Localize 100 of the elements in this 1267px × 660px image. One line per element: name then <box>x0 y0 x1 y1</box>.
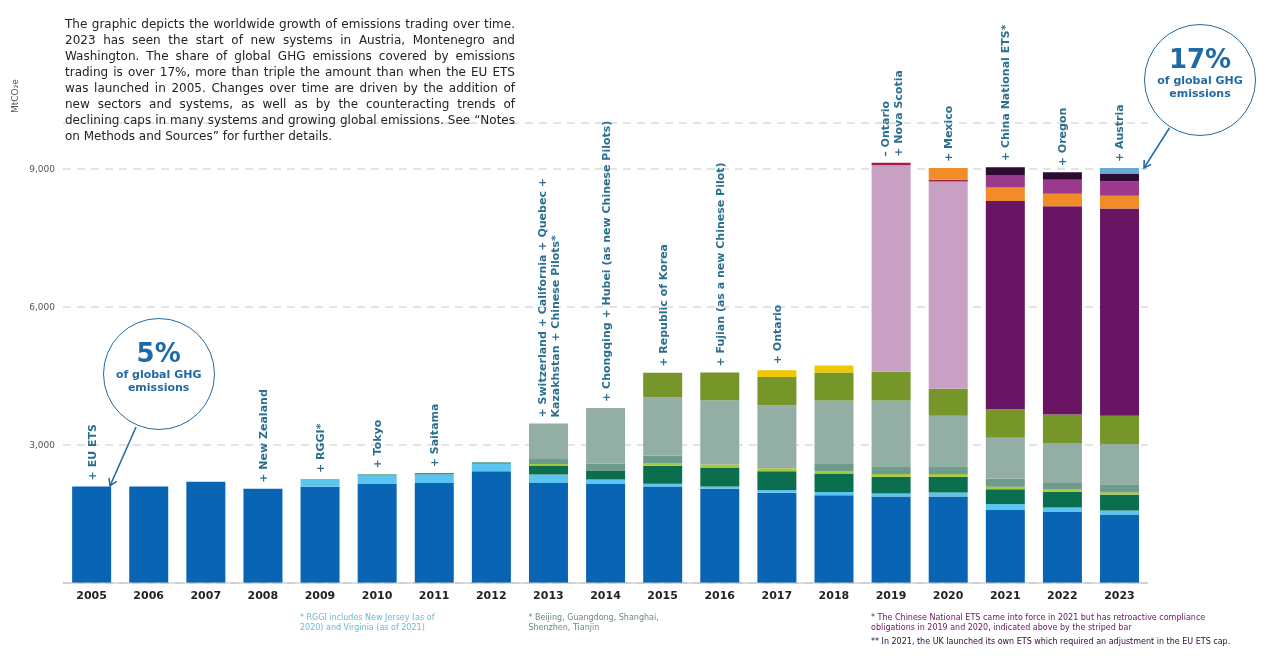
annotation: + China National ETS* <box>999 24 1013 162</box>
bar <box>1042 511 1082 583</box>
x-tick-label: 2017 <box>761 588 793 602</box>
text: ** In 2021, the UK launched its own ETS which required an adjustment in the EU ETS cap. <box>871 637 1232 647</box>
x-tick-label: 2010 <box>361 588 393 602</box>
bar <box>300 486 340 583</box>
bar <box>643 465 683 484</box>
bar <box>757 468 797 472</box>
x-tick-label: 2009 <box>304 588 336 602</box>
bar <box>1042 179 1082 194</box>
bar <box>757 376 797 406</box>
bar <box>700 464 740 468</box>
annotation: + Saitama <box>428 403 442 468</box>
bar <box>871 473 911 477</box>
bar <box>928 473 968 477</box>
bar <box>814 372 854 401</box>
bar <box>985 510 1025 583</box>
bar <box>1042 414 1082 443</box>
bar <box>1100 195 1140 209</box>
bar <box>757 405 797 469</box>
x-tick-label: 2023 <box>1104 588 1135 602</box>
bar <box>928 388 968 416</box>
annotation: The graphic depicts the worldwide growth of emissions trading over time. 2023 has seen the start of new systems in Austria, Montenegro and Washington. The share of global GHG emissions covered by emissions trading is over 17%, more than triple the amount than when the EU ETS was launched in 2005. Changes over time are driven by the addition of new sectors and systems, as well as by the counteracting trends of declining caps in many systems and growing global emissions. See “Notes on Methods and Sources” for further details. <box>65 16 515 144</box>
bar <box>643 455 683 464</box>
bar <box>928 168 968 180</box>
annotation: + Tokyo <box>371 419 385 469</box>
bar <box>871 400 911 467</box>
annotation: 17% of global GHG emissions <box>1156 44 1244 100</box>
bar <box>928 496 968 583</box>
bar <box>1100 181 1140 196</box>
bar <box>928 181 968 389</box>
bar <box>528 482 568 583</box>
bar <box>814 491 854 496</box>
bar <box>414 482 454 583</box>
bar <box>357 484 397 583</box>
x-tick-label: 2019 <box>875 588 907 602</box>
bar <box>700 488 740 583</box>
text: * The Chinese National ETS came into force in 2021 but has retroactive compliance obligations in 2019 and 2020, indicated above by the striped bar <box>871 613 1207 633</box>
y-axis-title: MtCO₂e <box>10 78 21 113</box>
annotation: + Nova Scotia <box>891 70 905 157</box>
annotation: + Republic of Korea <box>656 243 670 367</box>
bar <box>871 496 911 583</box>
bar <box>528 465 568 475</box>
bar <box>928 466 968 474</box>
annotation: + New Zealand <box>256 389 270 483</box>
bar <box>586 463 626 471</box>
bar <box>471 463 511 472</box>
bar <box>757 370 797 377</box>
x-tick-label: 2014 <box>590 588 622 602</box>
bar <box>814 495 854 583</box>
bar <box>985 187 1025 201</box>
bar <box>871 476 911 494</box>
bar <box>1100 514 1140 583</box>
annotation: + Oregon <box>1056 107 1070 167</box>
annotation: + Switzerland + California + Quebec + <box>535 178 549 418</box>
bar <box>72 486 112 583</box>
bar <box>1100 484 1140 493</box>
bar <box>928 476 968 493</box>
bar <box>814 365 854 373</box>
bar <box>643 397 683 456</box>
bar <box>1042 206 1082 415</box>
bar <box>871 371 911 401</box>
bar <box>643 486 683 583</box>
bar <box>1100 168 1140 174</box>
x-tick-label: 2020 <box>932 588 964 602</box>
bar <box>586 470 626 480</box>
bar <box>300 479 340 487</box>
bar <box>1100 444 1140 485</box>
x-tick-label: 2022 <box>1047 588 1078 602</box>
bar <box>586 407 626 464</box>
bar <box>1100 492 1140 495</box>
bar <box>643 463 683 466</box>
annotation: + Ontario <box>770 304 784 365</box>
text: * Beijing, Guangdong, Shanghai, Shenzhen, Tianjin <box>528 613 660 633</box>
bar <box>985 409 1025 438</box>
bar <box>928 415 968 467</box>
bar <box>1100 173 1140 182</box>
bar <box>757 490 797 493</box>
bar <box>643 372 683 398</box>
bar <box>985 200 1025 410</box>
y-tick-label: 9,000 <box>29 164 56 175</box>
bar <box>1100 208 1140 416</box>
text: * RGGI includes New Jersey (as of 2020) and Virginia (as of 2021) <box>299 613 436 633</box>
x-tick-label: 2018 <box>818 588 850 602</box>
bar <box>1042 507 1082 512</box>
bar <box>700 467 740 487</box>
bar <box>1042 442 1082 483</box>
bar <box>757 492 797 583</box>
annotation: Kazakhstan + Chinese Pilots* <box>548 234 562 418</box>
bar <box>928 492 968 497</box>
x-tick-label: 2016 <box>704 588 736 602</box>
bar <box>814 464 854 472</box>
bar <box>814 471 854 474</box>
bar <box>1042 491 1082 508</box>
bar <box>985 504 1025 511</box>
bar <box>1100 494 1140 511</box>
x-tick-label: 2015 <box>647 588 678 602</box>
bar <box>471 471 511 583</box>
bar <box>985 437 1025 479</box>
annotation: – Ontario <box>878 100 892 157</box>
